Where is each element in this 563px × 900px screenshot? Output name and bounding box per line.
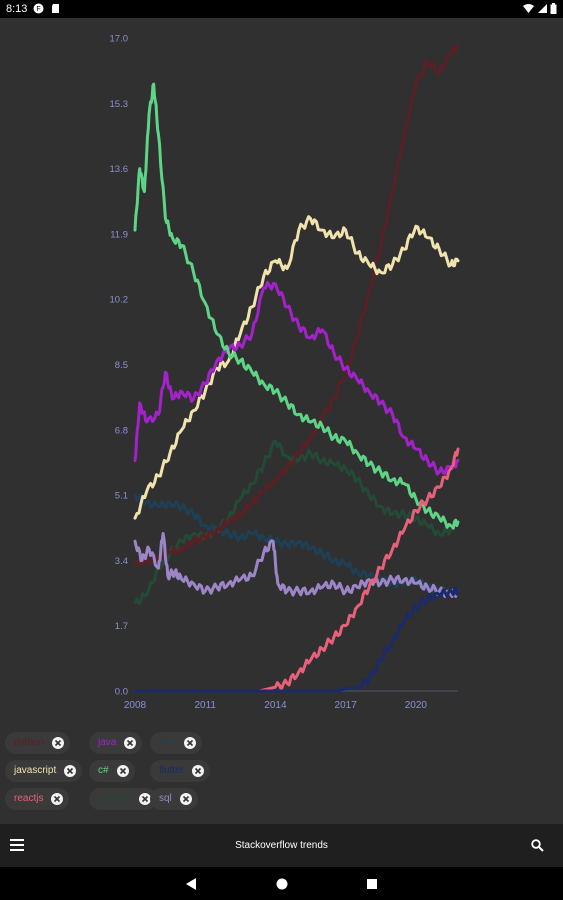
x-tick-label: 2017 [335,700,358,711]
y-tick-label: 17.0 [110,34,129,45]
tag-chip-label: android [98,793,132,804]
series-line-c [133,493,453,597]
y-tick-label: 13.6 [110,164,129,175]
svg-text:F: F [36,6,40,13]
nav-home-icon[interactable] [276,878,288,890]
status-bar: 8:13 F [0,0,563,18]
tag-chip-python[interactable]: python [5,732,71,754]
search-icon[interactable] [531,839,544,852]
y-tick-label: 0.0 [115,687,128,698]
y-tick-label: 3.4 [115,556,128,567]
series-line-c [133,82,460,530]
tag-chip-android[interactable]: android [89,788,158,810]
x-tick-label: 2011 [194,700,216,711]
remove-chip-icon[interactable] [124,737,137,749]
nav-recents-icon[interactable] [367,879,377,889]
signal-icon [538,4,547,13]
y-tick-label: 10.2 [110,295,129,306]
y-tick-label: 6.8 [115,425,128,436]
tag-chip-list: python java c++ javascript c# flutter reactjs a… [0,728,563,824]
remove-chip-icon[interactable] [179,793,192,805]
y-tick-label: 5.1 [115,491,128,502]
series-line-sql [133,532,460,598]
series-line-java [133,280,460,476]
series-line-reactjs [133,447,460,693]
remove-chip-icon[interactable] [183,737,196,749]
tag-chip-label: python [14,737,45,748]
remove-chip-icon[interactable] [192,765,205,777]
series-line-javascript [133,215,460,520]
tag-chip-label: c++ [159,737,176,748]
hamburger-icon[interactable] [10,839,24,851]
tag-chip-flutter[interactable]: flutter [150,760,211,782]
app-notification-icon: F [33,3,44,14]
sd-card-icon [52,4,59,13]
system-nav-bar [0,867,563,900]
tag-chip-label: reactjs [14,793,44,804]
x-tick-label: 2020 [405,700,428,711]
remove-chip-icon[interactable] [116,765,129,777]
series-line-python [133,44,460,568]
remove-chip-icon[interactable] [64,765,77,777]
status-time: 8:13 [6,3,28,15]
tag-chip-sql[interactable]: sql [150,788,198,810]
x-tick-label: 2014 [264,700,287,711]
y-tick-label: 15.3 [110,99,129,110]
remove-chip-icon[interactable] [139,793,152,805]
trend-chart-svg: 0.0 1.7 3.4 5.1 6.8 8.5 10.2 11.9 13.6 15.3 17.0 20… [110,34,460,711]
tag-chip-label: java [98,737,117,748]
bottom-app-bar: Stackoverflow trends [0,824,563,867]
tag-chip-label: javascript [14,765,57,776]
tag-chip-label: flutter [159,765,185,776]
tag-chip-javascript[interactable]: javascript [5,760,83,782]
app-title: Stackoverflow trends [235,840,328,851]
battery-icon [550,3,557,14]
tag-chip-java[interactable]: java [89,732,143,754]
tag-chip-csharp[interactable]: c# [89,760,135,782]
trend-chart: 0.0 1.7 3.4 5.1 6.8 8.5 10.2 11.9 13.6 15.3 17.0 20… [0,18,563,728]
remove-chip-icon[interactable] [52,737,65,749]
nav-back-icon[interactable] [186,878,197,890]
tag-chip-label: sql [159,793,172,804]
tag-chip-cpp[interactable]: c++ [150,732,202,754]
y-tick-label: 11.9 [110,229,128,240]
tag-chip-label: c# [98,765,109,776]
series-line-android [133,439,453,605]
wifi-icon [523,4,534,13]
y-tick-label: 1.7 [115,621,128,632]
series-line-flutter [133,586,460,693]
tag-chip-reactjs[interactable]: reactjs [5,788,70,810]
y-tick-label: 8.5 [115,360,128,371]
x-tick-label: 2008 [124,700,147,711]
remove-chip-icon[interactable] [51,793,64,805]
